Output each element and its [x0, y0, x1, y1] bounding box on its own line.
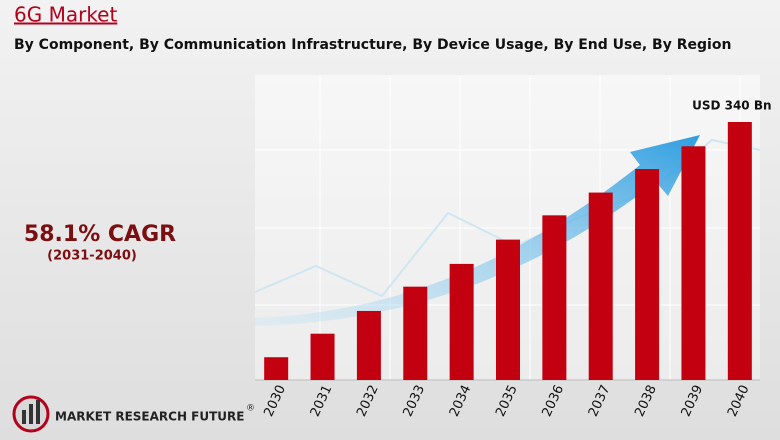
bar [449, 263, 474, 380]
bar [403, 286, 428, 380]
brand-mark: ® [246, 404, 255, 414]
bar [496, 239, 520, 380]
decor-arrow [255, 135, 700, 326]
bar [356, 310, 381, 380]
value-label: USD 340 Bn [692, 99, 771, 113]
bar [588, 192, 613, 380]
bar [681, 146, 706, 380]
cagr: 58.1% CAGR [24, 222, 176, 247]
bar [727, 122, 752, 380]
subtitle: By Component, By Communication Infrastru… [14, 37, 731, 53]
bar [635, 169, 660, 380]
logo [12, 395, 50, 433]
bar [310, 333, 335, 380]
bar [542, 215, 567, 380]
title: 6G Market [14, 3, 117, 27]
logo-icon [29, 404, 33, 424]
logo-icon [22, 410, 26, 424]
brand: MARKET RESEARCH FUTURE [55, 410, 244, 424]
cagr-period: (2031-2040) [47, 249, 137, 264]
bar [264, 357, 289, 380]
logo-icon [36, 400, 40, 424]
